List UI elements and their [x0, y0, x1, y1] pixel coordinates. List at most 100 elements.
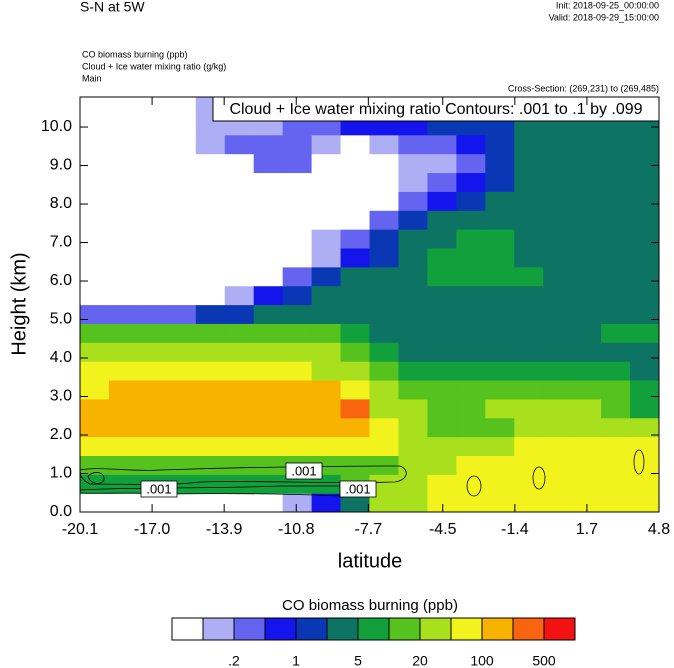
contour-cell [166, 285, 197, 306]
contour-cell [456, 493, 486, 512]
contour-cell [282, 436, 313, 457]
x-tick-label: -10.8 [278, 521, 315, 538]
contour-cell [572, 379, 602, 400]
contour-cell [224, 379, 255, 400]
contour-cell [340, 172, 371, 192]
contour-cell [514, 379, 544, 400]
contour-cell [543, 285, 573, 306]
contour-cell [369, 304, 400, 324]
contour-label: .001 [291, 463, 316, 478]
contour-cell [543, 417, 573, 438]
contour-cell [137, 493, 168, 512]
contour-cell [456, 134, 486, 155]
contour-cell [224, 398, 255, 419]
contour-cell [166, 134, 197, 155]
contour-cell [369, 436, 400, 457]
contour-cell [108, 379, 139, 400]
contour-cell [311, 247, 342, 268]
colorbar-swatch [481, 617, 514, 641]
contour-cell [311, 417, 342, 438]
contour-cell [543, 191, 573, 211]
contour-info: Cloud + Ice water mixing ratio Contours:… [229, 101, 642, 118]
contour-cell [80, 191, 110, 211]
contour-cell [514, 493, 544, 512]
contour-cell [282, 191, 313, 211]
contour-cell [572, 304, 602, 324]
contour-cell [80, 323, 110, 343]
contour-cell [630, 455, 659, 475]
contour-cell [601, 342, 631, 362]
contour-cell [369, 285, 400, 306]
contour-cell [311, 285, 342, 306]
contour-cell [572, 398, 602, 419]
contour-cell [108, 493, 139, 512]
contour-cell [601, 247, 631, 268]
subtitle: Main [82, 73, 102, 83]
contour-cell [485, 266, 515, 287]
contour-cell [543, 342, 573, 362]
contour-cell [224, 285, 255, 306]
y-axis-label: Height (km) [8, 252, 30, 355]
contour-cell [369, 191, 400, 211]
contour-cell [601, 191, 631, 211]
label-box [285, 462, 323, 480]
contour-cell [485, 417, 515, 438]
contour-cell [195, 342, 226, 362]
contour-cell [282, 342, 313, 362]
y-tick-label: 2.0 [50, 426, 72, 443]
contour-cell [630, 266, 659, 287]
contour-cell [340, 361, 371, 381]
contour-cell [195, 493, 226, 512]
colorbar-title: CO biomass burning (ppb) [282, 597, 458, 614]
contour-cell [80, 266, 110, 287]
contour-cell [224, 229, 255, 249]
contour-cell [456, 229, 486, 249]
contour-cell [514, 191, 544, 211]
info-box [212, 96, 660, 122]
contour-cell [601, 304, 631, 324]
contour-cell [137, 436, 168, 457]
y-tick-label: 8.0 [50, 195, 72, 212]
contour-cell [195, 153, 226, 174]
contour-cell [630, 323, 659, 343]
contour-cell [369, 229, 400, 249]
contour-cell [195, 247, 226, 268]
contour-cell [369, 455, 400, 475]
contour-cell [543, 379, 573, 400]
contour-cell [253, 266, 284, 287]
contour-cell [108, 323, 139, 343]
contour-cell [166, 229, 197, 249]
contour-cell [80, 172, 110, 192]
contour-cell [166, 342, 197, 362]
contour-cell [195, 474, 226, 494]
contour-cell [485, 361, 515, 381]
contour-cell [137, 153, 168, 174]
contour-cell [108, 398, 139, 419]
y-tick-label: 1.0 [50, 465, 72, 482]
contour-cell [253, 153, 284, 174]
colorbar-swatch [450, 617, 483, 641]
contour-cell [166, 247, 197, 268]
contour-cell [195, 323, 226, 343]
contour-cell [224, 210, 255, 230]
contour-cell [224, 172, 255, 192]
contour-cell [456, 247, 486, 268]
contour-cell [108, 285, 139, 306]
contour-cell [601, 436, 631, 457]
y-tick-label: 7.0 [50, 234, 72, 251]
contour-cell [137, 398, 168, 419]
contour-cell [80, 361, 110, 381]
contour-cell [108, 210, 139, 230]
contour-cell [427, 266, 457, 287]
contour-cell [427, 229, 457, 249]
y-tick-label: 6.0 [50, 272, 72, 289]
colorbar-swatch [419, 617, 452, 641]
contour-cell [137, 342, 168, 362]
subtitle: CO biomass burning (ppb) [82, 49, 188, 59]
contour-cell [456, 417, 486, 438]
contour-cell [224, 134, 255, 155]
contour-cell [282, 247, 313, 268]
contour-cell [456, 361, 486, 381]
contour-cell [369, 398, 400, 419]
contour-cell [137, 417, 168, 438]
